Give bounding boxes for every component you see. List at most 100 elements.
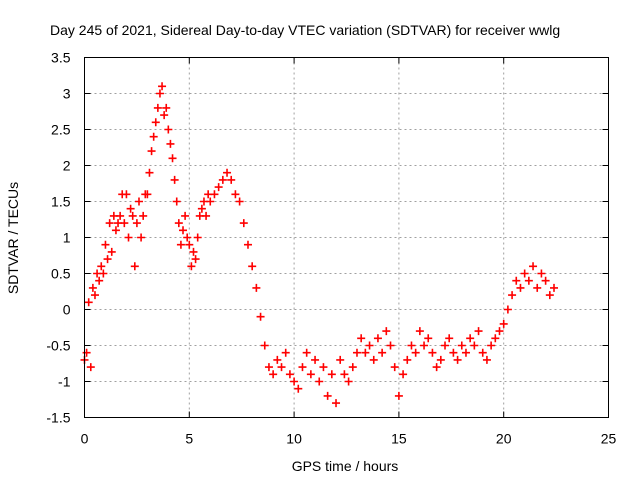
data-point xyxy=(436,355,445,364)
data-point xyxy=(172,197,181,206)
data-point xyxy=(403,355,412,364)
data-point xyxy=(132,219,141,228)
data-point xyxy=(420,341,429,350)
y-axis-title: SDTVAR / TECUs xyxy=(5,182,21,294)
data-point xyxy=(185,240,194,249)
data-point xyxy=(243,240,252,249)
data-point xyxy=(352,348,361,357)
data-point xyxy=(495,327,504,336)
data-point xyxy=(134,197,143,206)
data-point xyxy=(537,269,546,278)
data-point xyxy=(441,341,450,350)
y-tick-label: 0.5 xyxy=(51,266,71,282)
data-point xyxy=(120,219,129,228)
data-point xyxy=(155,89,164,98)
data-point xyxy=(386,341,395,350)
data-point xyxy=(210,190,219,199)
data-point xyxy=(145,168,154,177)
data-point xyxy=(101,240,110,249)
data-point xyxy=(336,355,345,364)
data-point xyxy=(499,319,508,328)
data-point xyxy=(166,139,175,148)
data-point xyxy=(461,348,470,357)
data-point xyxy=(88,283,97,292)
data-point xyxy=(206,197,215,206)
x-tick-label: 25 xyxy=(601,431,617,447)
data-point xyxy=(319,363,328,372)
x-tick-label: 10 xyxy=(286,431,302,447)
y-tick-label: -1.5 xyxy=(46,410,70,426)
data-point xyxy=(407,341,416,350)
data-point xyxy=(449,348,458,357)
y-tick-label: 3 xyxy=(63,86,71,102)
data-point xyxy=(529,262,538,271)
data-point xyxy=(191,255,200,264)
x-tick-label: 5 xyxy=(185,431,193,447)
data-point xyxy=(428,348,437,357)
data-point xyxy=(457,341,466,350)
y-tick-label: 2.5 xyxy=(51,122,71,138)
data-point xyxy=(130,262,139,271)
data-point xyxy=(223,168,232,177)
data-point xyxy=(482,355,491,364)
x-tick-label: 0 xyxy=(81,431,89,447)
data-point xyxy=(470,341,479,350)
data-point xyxy=(197,204,206,213)
data-point xyxy=(162,103,171,112)
data-point xyxy=(256,312,265,321)
data-point xyxy=(151,118,160,127)
data-point xyxy=(365,341,374,350)
data-point xyxy=(149,132,158,141)
data-point xyxy=(332,399,341,408)
data-points xyxy=(80,82,559,408)
y-tick-label: 3.5 xyxy=(51,50,71,66)
data-point xyxy=(516,283,525,292)
x-axis-title: GPS time / hours xyxy=(292,458,399,474)
data-point xyxy=(541,276,550,285)
data-point xyxy=(264,363,273,372)
data-point xyxy=(231,190,240,199)
data-point xyxy=(453,355,462,364)
data-point xyxy=(86,363,95,372)
data-point xyxy=(111,226,120,235)
data-point xyxy=(248,262,257,271)
data-point xyxy=(158,82,167,91)
data-point xyxy=(260,341,269,350)
data-point xyxy=(269,370,278,379)
data-point xyxy=(99,269,108,278)
data-point xyxy=(394,391,403,400)
data-point xyxy=(411,348,420,357)
data-point xyxy=(189,247,198,256)
data-point xyxy=(487,341,496,350)
data-point xyxy=(357,334,366,343)
data-point xyxy=(306,370,315,379)
data-point xyxy=(179,226,188,235)
chart-title: Day 245 of 2021, Sidereal Day-to-day VTE… xyxy=(50,22,560,38)
data-point xyxy=(124,233,133,242)
data-point xyxy=(187,262,196,271)
data-point xyxy=(139,211,148,220)
data-point xyxy=(445,334,454,343)
data-point xyxy=(340,370,349,379)
data-point xyxy=(524,276,533,285)
data-point xyxy=(323,391,332,400)
data-point xyxy=(508,291,517,300)
data-point xyxy=(520,269,529,278)
data-point xyxy=(122,190,131,199)
data-point xyxy=(294,384,303,393)
data-point xyxy=(176,240,185,249)
data-point xyxy=(160,111,169,120)
data-point xyxy=(143,190,152,199)
data-point xyxy=(273,355,282,364)
y-tick-label: -1 xyxy=(58,374,71,390)
data-point xyxy=(281,348,290,357)
data-point xyxy=(545,291,554,300)
data-point xyxy=(95,276,104,285)
data-point xyxy=(82,348,91,357)
data-point xyxy=(373,334,382,343)
data-point xyxy=(298,363,307,372)
data-point xyxy=(277,363,286,372)
y-tick-label: 0 xyxy=(63,302,71,318)
data-point xyxy=(315,377,324,386)
data-point xyxy=(181,211,190,220)
